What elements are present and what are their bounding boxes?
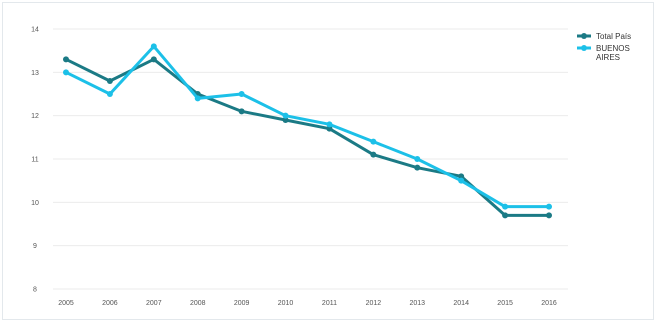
series-line xyxy=(64,44,551,209)
x-tick-label: 2008 xyxy=(190,300,206,307)
legend-item[interactable]: BUENOS AIRES xyxy=(577,44,630,62)
y-axis-ticks: 8 9 10 11 12 13 14 xyxy=(31,27,39,294)
data-point xyxy=(282,112,289,119)
data-point xyxy=(414,156,421,162)
legend-label: Total País xyxy=(596,32,631,41)
y-tick-label: 8 xyxy=(33,287,37,294)
x-tick-label: 2014 xyxy=(453,300,469,307)
x-tick-label: 2011 xyxy=(322,300,337,307)
x-tick-label: 2013 xyxy=(409,300,425,307)
y-tick-label: 9 xyxy=(33,243,37,250)
data-point xyxy=(238,108,245,115)
data-point xyxy=(502,212,509,219)
data-point xyxy=(150,56,157,63)
x-tick-label: 2009 xyxy=(234,300,250,307)
data-point xyxy=(546,203,552,210)
x-tick-label: 2005 xyxy=(58,300,74,307)
series-group xyxy=(63,43,552,219)
x-axis-ticks: 2005 2006 2007 2008 2009 2010 2011 2012 2013 2014… xyxy=(58,300,557,307)
gridlines xyxy=(53,28,568,290)
data-point xyxy=(546,212,552,219)
legend-swatch-marker xyxy=(581,45,587,51)
legend-swatch-marker xyxy=(581,33,587,39)
series-line xyxy=(64,57,551,217)
data-point xyxy=(458,173,465,180)
x-tick-label: 2015 xyxy=(497,300,513,307)
y-tick-label: 14 xyxy=(31,27,39,34)
y-tick-label: 10 xyxy=(31,200,39,207)
x-tick-label: 2010 xyxy=(278,300,294,307)
data-point xyxy=(458,177,465,184)
data-point xyxy=(150,43,157,50)
y-tick-label: 13 xyxy=(31,70,39,77)
data-point xyxy=(106,78,113,84)
y-tick-label: 12 xyxy=(31,113,39,120)
x-tick-label: 2006 xyxy=(102,300,118,307)
data-point xyxy=(238,91,245,97)
legend-item[interactable]: Total País xyxy=(577,32,631,41)
data-point xyxy=(194,95,201,102)
x-tick-label: 2012 xyxy=(366,300,382,307)
data-point xyxy=(370,151,377,158)
data-point xyxy=(326,125,333,132)
data-point xyxy=(63,56,69,63)
data-point xyxy=(63,69,69,76)
data-point xyxy=(502,203,509,210)
x-tick-label: 2007 xyxy=(146,300,162,307)
legend[interactable]: Total País BUENOS AIRES xyxy=(577,32,631,62)
data-point xyxy=(282,117,289,123)
chart-panel: 8 9 10 11 12 13 14 2005 2006 2007 2008 2009 2010 201… xyxy=(2,2,654,320)
y-tick-label: 11 xyxy=(31,157,38,164)
legend-label: BUENOS AIRES xyxy=(596,44,630,62)
data-point xyxy=(326,121,333,128)
data-point xyxy=(414,164,421,171)
line-chart: 8 9 10 11 12 13 14 2005 2006 2007 2008 2009 2010 201… xyxy=(31,27,631,308)
data-point xyxy=(106,91,113,97)
data-point xyxy=(370,138,377,145)
x-tick-label: 2016 xyxy=(541,300,557,307)
